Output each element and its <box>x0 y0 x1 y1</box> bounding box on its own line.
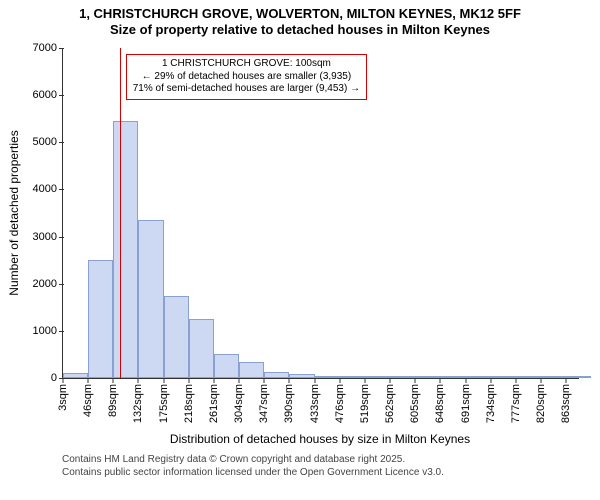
y-tick: 4000 <box>33 183 63 195</box>
chart-footer: Contains HM Land Registry data © Crown c… <box>62 454 444 479</box>
annotation-line: 71% of semi-detached houses are larger (… <box>133 83 360 96</box>
x-tick: 390sqm <box>283 378 295 423</box>
y-tick: 5000 <box>33 136 63 148</box>
x-tick: 261sqm <box>208 378 220 423</box>
x-tick: 46sqm <box>82 378 94 417</box>
chart-title: 1, CHRISTCHURCH GROVE, WOLVERTON, MILTON… <box>0 0 600 39</box>
chart-container: 1, CHRISTCHURCH GROVE, WOLVERTON, MILTON… <box>0 0 600 500</box>
histogram-bar <box>566 376 591 378</box>
histogram-bar <box>164 296 189 379</box>
footer-line-2: Contains public sector information licen… <box>62 467 444 480</box>
histogram-bar <box>214 354 239 378</box>
x-tick: 304sqm <box>233 378 245 423</box>
y-tick: 2000 <box>33 278 63 290</box>
histogram-bar <box>264 372 289 378</box>
histogram-bar <box>440 376 465 378</box>
histogram-bar <box>239 362 264 379</box>
x-tick: 562sqm <box>384 378 396 423</box>
x-tick: 132sqm <box>132 378 144 423</box>
plot-area: 010002000300040005000600070003sqm46sqm89… <box>62 48 579 379</box>
histogram-bar <box>88 260 113 378</box>
x-tick: 433sqm <box>309 378 321 423</box>
x-tick: 175sqm <box>158 378 170 423</box>
histogram-bar <box>138 220 163 378</box>
y-axis-label: Number of detached properties <box>7 130 21 295</box>
x-tick: 691sqm <box>460 378 472 423</box>
histogram-bar <box>491 376 516 378</box>
x-tick: 3sqm <box>57 378 69 411</box>
title-line-2: Size of property relative to detached ho… <box>0 22 600 38</box>
y-tick: 6000 <box>33 89 63 101</box>
histogram-bar <box>466 376 491 378</box>
x-tick: 734sqm <box>485 378 497 423</box>
histogram-bar <box>365 376 390 378</box>
annotation-line: ← 29% of detached houses are smaller (3,… <box>133 71 360 84</box>
histogram-bar <box>63 373 88 378</box>
y-tick: 3000 <box>33 231 63 243</box>
annotation-box: 1 CHRISTCHURCH GROVE: 100sqm← 29% of det… <box>126 54 367 100</box>
footer-line-1: Contains HM Land Registry data © Crown c… <box>62 454 444 467</box>
x-tick: 863sqm <box>560 378 572 423</box>
reference-line <box>120 48 121 378</box>
histogram-bar <box>113 121 138 378</box>
y-tick: 7000 <box>33 42 63 54</box>
histogram-bar <box>189 319 214 378</box>
x-tick: 218sqm <box>183 378 195 423</box>
x-tick: 820sqm <box>535 378 547 423</box>
x-axis-label: Distribution of detached houses by size … <box>170 432 470 446</box>
histogram-bar <box>340 376 365 378</box>
x-tick: 476sqm <box>334 378 346 423</box>
histogram-bar <box>390 376 415 378</box>
histogram-bar <box>315 376 340 378</box>
histogram-bar <box>516 376 541 378</box>
y-tick: 1000 <box>33 325 63 337</box>
x-tick: 777sqm <box>510 378 522 423</box>
title-line-1: 1, CHRISTCHURCH GROVE, WOLVERTON, MILTON… <box>0 6 600 22</box>
histogram-bar <box>415 376 440 378</box>
x-tick: 519sqm <box>359 378 371 423</box>
x-tick: 89sqm <box>107 378 119 417</box>
x-tick: 648sqm <box>434 378 446 423</box>
x-tick: 347sqm <box>258 378 270 423</box>
histogram-bar <box>541 376 566 378</box>
x-tick: 605sqm <box>409 378 421 423</box>
annotation-line: 1 CHRISTCHURCH GROVE: 100sqm <box>133 58 360 71</box>
histogram-bar <box>289 374 314 378</box>
